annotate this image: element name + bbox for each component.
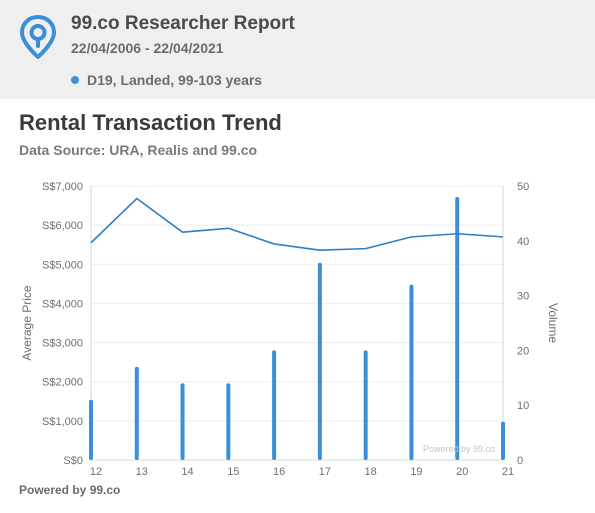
average-price-line [90,197,504,251]
x-tick-label: 15 [227,466,239,478]
left-tick-label: S$7,000 [42,181,83,193]
report-date-range: 22/04/2006 - 22/04/2021 [71,40,224,56]
right-tick-label: 0 [517,455,523,467]
footer-powered-by: Powered by 99.co [19,483,121,497]
right-tick-label: 20 [517,345,529,357]
left-tick-label: S$1,000 [42,416,83,428]
chart-watermark: Powered by 99.co [423,444,495,454]
chart-title: Rental Transaction Trend [19,110,282,135]
x-tick-label: 18 [365,466,377,478]
y-axis-left-title: Average Price [20,285,34,360]
volume-bar [317,262,322,460]
report-title: 99.co Researcher Report [71,13,295,34]
volume-bar [455,196,460,460]
volume-bar [180,383,185,460]
location-pin-icon [20,15,56,59]
right-tick-label: 30 [517,291,529,303]
report-header: 99.co Researcher Report 22/04/2006 - 22/… [0,0,595,99]
x-tick-label: 20 [456,466,468,478]
rental-trend-chart: S$0 S$1,000 S$2,000 S$3,000 S$4,000 S$5,000 S$… [20,181,560,478]
volume-bar [409,284,414,460]
chart-subtitle: Data Source: URA, Realis and 99.co [19,142,258,158]
left-tick-label: S$6,000 [42,220,83,232]
left-tick-label: S$5,000 [42,259,83,271]
x-tick-label: 13 [136,466,148,478]
x-tick-label: 17 [319,466,331,478]
volume-bar [272,350,277,460]
x-tick-label: 12 [90,466,102,478]
x-tick-label: 14 [181,466,193,478]
right-tick-label: 10 [517,400,529,412]
volume-bar [89,399,93,460]
left-tick-label: S$3,000 [42,338,83,350]
right-tick-label: 40 [517,236,529,248]
volume-bar [134,366,139,460]
legend-label: D19, Landed, 99-103 years [87,72,263,88]
legend-dot-icon [71,76,79,84]
right-tick-label: 50 [517,181,529,193]
volume-bar [501,421,505,460]
left-tick-label: S$2,000 [42,377,83,389]
y-axis-right-title: Volume [546,303,560,343]
left-tick-label: S$4,000 [42,298,83,310]
x-tick-label: 19 [410,466,422,478]
x-tick-label: 16 [273,466,285,478]
volume-bar [363,350,368,460]
legend: D19, Landed, 99-103 years [71,72,262,88]
x-tick-label: 21 [502,466,514,478]
left-tick-label: S$0 [63,455,83,467]
volume-bar [226,383,231,460]
